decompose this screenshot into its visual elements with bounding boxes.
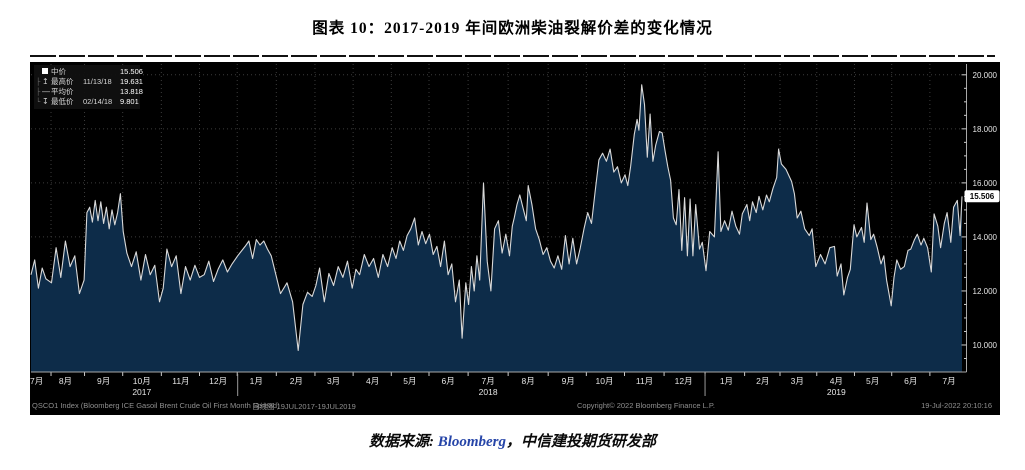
svg-text:20.000: 20.000 xyxy=(973,71,998,80)
svg-text:12月: 12月 xyxy=(675,376,693,386)
svg-text:10月: 10月 xyxy=(596,376,614,386)
svg-text:2018: 2018 xyxy=(479,387,498,397)
svg-text:11月: 11月 xyxy=(172,376,189,386)
svg-text:6月: 6月 xyxy=(441,376,454,386)
legend-row-avg: ├ — 平均价 13.818 xyxy=(36,87,143,97)
svg-text:2月: 2月 xyxy=(756,376,769,386)
svg-text:18.000: 18.000 xyxy=(973,125,998,134)
legend-row-low: └ ↧ 最低价 02/14/18 9.801 xyxy=(36,97,139,107)
ticker-description: QSCO1 Index (Bloomberg ICE Gasoil Brent … xyxy=(32,401,280,410)
svg-text:7月: 7月 xyxy=(30,376,43,386)
chart-footer: QSCO1 Index (Bloomberg ICE Gasoil Brent … xyxy=(32,401,998,413)
legend-high-label: 最高价 xyxy=(51,77,74,86)
svg-text:14.000: 14.000 xyxy=(973,233,998,242)
legend-low-label: 最低价 xyxy=(51,97,74,106)
svg-text:3月: 3月 xyxy=(327,376,340,386)
legend-row-mid: 中价 15.506 xyxy=(36,67,143,77)
title-divider xyxy=(30,55,995,57)
svg-text:2月: 2月 xyxy=(290,376,303,386)
legend-tree-glyph: └ xyxy=(36,98,41,106)
svg-text:12.000: 12.000 xyxy=(973,287,998,296)
svg-text:8月: 8月 xyxy=(522,376,535,386)
legend-low-date: 02/14/18 xyxy=(83,97,113,106)
svg-text:5月: 5月 xyxy=(866,376,879,386)
svg-text:5月: 5月 xyxy=(403,376,416,386)
legend-high-value: 19.631 xyxy=(120,77,143,86)
plot-svg: 10.000 12.000 14.000 16.000 18.000 20.000 7月 8月… xyxy=(30,64,1000,397)
legend-row-high: ├ ↥ 最高价 11/13/18 19.631 xyxy=(36,77,143,87)
svg-text:9月: 9月 xyxy=(97,376,110,386)
svg-text:7月: 7月 xyxy=(942,376,955,386)
print-timestamp: 19-Jul-2022 20:10:16 xyxy=(921,401,992,410)
legend-tree-glyph: ├ xyxy=(36,88,41,96)
svg-text:8月: 8月 xyxy=(59,376,72,386)
svg-text:7月: 7月 xyxy=(482,376,495,386)
legend-mid-value: 15.506 xyxy=(120,67,143,76)
legend-low-value: 9.801 xyxy=(120,97,139,106)
svg-text:1月: 1月 xyxy=(250,376,263,386)
svg-text:4月: 4月 xyxy=(830,376,843,386)
legend-tree-glyph: ├ xyxy=(36,78,41,86)
svg-text:3月: 3月 xyxy=(791,376,804,386)
chart-legend: 中价 15.506 ├ ↥ 最高价 11/13/18 19.631 ├ — 平均… xyxy=(34,65,143,109)
svg-text:2017: 2017 xyxy=(132,387,151,397)
svg-text:10月: 10月 xyxy=(133,376,151,386)
svg-text:1月: 1月 xyxy=(720,376,733,386)
legend-avg-value: 13.818 xyxy=(120,87,143,96)
source-caption: 数据来源: Bloomberg，中信建投期货研发部 xyxy=(0,430,1025,451)
high-arrow-icon: ↥ xyxy=(42,77,49,86)
series-swatch-icon xyxy=(42,67,51,77)
svg-text:4月: 4月 xyxy=(366,376,379,386)
legend-high-date: 11/13/18 xyxy=(83,77,112,86)
svg-text:10.000: 10.000 xyxy=(973,341,998,350)
svg-text:11月: 11月 xyxy=(636,376,653,386)
source-prefix: 数据来源: xyxy=(368,434,438,450)
svg-text:6月: 6月 xyxy=(904,376,917,386)
svg-text:16.000: 16.000 xyxy=(973,179,998,188)
svg-text:2019: 2019 xyxy=(827,387,846,397)
low-arrow-icon: ↧ xyxy=(42,97,49,106)
legend-avg-label: 平均价 xyxy=(51,87,74,96)
source-bloomberg: Bloomberg xyxy=(437,434,507,450)
figure-title: 图表 10：2017-2019 年间欧洲柴油裂解价差的变化情况 xyxy=(312,20,713,37)
date-range-label: 日线图 19JUL2017-19JUL2019 xyxy=(252,402,356,411)
svg-text:12月: 12月 xyxy=(209,376,227,386)
source-suffix: ，中信建投期货研发部 xyxy=(506,434,657,450)
copyright-notice: Copyright© 2022 Bloomberg Finance L.P. xyxy=(577,401,715,410)
svg-text:15.506: 15.506 xyxy=(970,192,995,201)
svg-text:9月: 9月 xyxy=(562,376,575,386)
legend-mid-label: 中价 xyxy=(51,67,66,76)
bloomberg-chart: 10.000 12.000 14.000 16.000 18.000 20.000 7月 8月… xyxy=(30,62,1000,415)
average-line-icon: — xyxy=(42,87,50,96)
